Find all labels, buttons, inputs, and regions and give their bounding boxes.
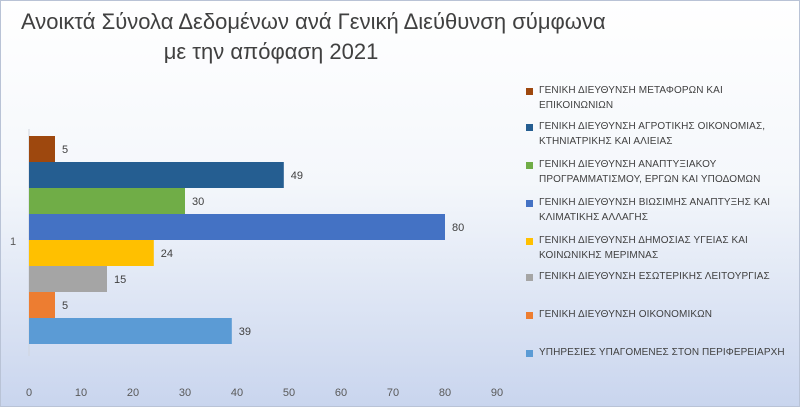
bar	[29, 136, 55, 162]
legend-swatch	[526, 162, 533, 169]
bar	[29, 292, 55, 318]
legend-item: ΓΕΝΙΚΗ ΔΙΕΥΘΥΝΣΗ ΟΙΚΟΝΟΜΙΚΩΝ	[526, 307, 791, 322]
bar	[29, 266, 107, 292]
x-tick-label: 40	[231, 387, 243, 399]
legend-label: ΓΕΝΙΚΗ ΔΙΕΥΘΥΝΣΗ ΒΙΩΣΙΜΗΣ ΑΝΑΠΤΥΞΗΣ ΚΑΙ …	[539, 197, 771, 223]
bar-data-label: 80	[452, 222, 464, 234]
chart-title-line-1: Ανοικτά Σύνολα Δεδομένων ανά Γενική Διεύ…	[21, 9, 606, 34]
x-tick-label: 10	[75, 387, 87, 399]
legend-swatch	[526, 350, 533, 357]
legend-label: ΓΕΝΙΚΗ ΔΙΕΥΘΥΝΣΗ ΜΕΤΑΦΟΡΩΝ ΚΑΙ ΕΠΙΚΟΙΝΩΝ…	[539, 85, 723, 111]
x-tick-label: 90	[491, 387, 503, 399]
legend-swatch	[526, 312, 533, 319]
x-tick-label: 60	[335, 387, 347, 399]
bar-data-label: 15	[114, 274, 126, 286]
bar	[29, 240, 154, 266]
bar	[29, 162, 284, 188]
legend-label: ΓΕΝΙΚΗ ΔΙΕΥΘΥΝΣΗ ΟΙΚΟΝΟΜΙΚΩΝ	[539, 309, 713, 320]
x-tick-label: 70	[387, 387, 399, 399]
legend-swatch	[526, 274, 533, 281]
legend-label: ΓΕΝΙΚΗ ΔΙΕΥΘΥΝΣΗ ΑΝΑΠΤΥΞΙΑΚΟΥ ΠΡΟΓΡΑΜΜΑΤ…	[539, 159, 761, 185]
x-tick-label: 50	[283, 387, 295, 399]
legend-swatch	[526, 238, 533, 245]
legend-label: ΓΕΝΙΚΗ ΔΙΕΥΘΥΝΣΗ ΕΣΩΤΕΡΙΚΗΣ ΛΕΙΤΟΥΡΓΙΑΣ	[539, 271, 770, 282]
category-label: 1	[10, 236, 16, 248]
legend-item: ΓΕΝΙΚΗ ΔΙΕΥΘΥΝΣΗ ΕΣΩΤΕΡΙΚΗΣ ΛΕΙΤΟΥΡΓΙΑΣ	[526, 269, 791, 284]
bar-data-label: 49	[291, 170, 303, 182]
chart-title: Ανοικτά Σύνολα Δεδομένων ανά Γενική Διεύ…	[21, 7, 606, 67]
bar-data-label: 5	[62, 144, 68, 156]
legend-item: ΥΠΗΡΕΣΙΕΣ ΥΠΑΓΟΜΕΝΕΣ ΣΤΟΝ ΠΕΡΙΦΕΡΕΙΑΡΧΗ	[526, 345, 791, 360]
legend-item: ΓΕΝΙΚΗ ΔΙΕΥΘΥΝΣΗ ΔΗΜΟΣΙΑΣ ΥΓΕΙΑΣ ΚΑΙ ΚΟΙ…	[526, 233, 791, 263]
legend-item: ΓΕΝΙΚΗ ΔΙΕΥΘΥΝΣΗ ΑΓΡΟΤΙΚΗΣ ΟΙΚΟΝΟΜΙΑΣ, Κ…	[526, 119, 791, 149]
bar-data-label: 30	[192, 196, 204, 208]
x-tick-label: 80	[439, 387, 451, 399]
legend-item: ΓΕΝΙΚΗ ΔΙΕΥΘΥΝΣΗ ΑΝΑΠΤΥΞΙΑΚΟΥ ΠΡΟΓΡΑΜΜΑΤ…	[526, 157, 791, 187]
x-tick-label: 20	[127, 387, 139, 399]
bar	[29, 318, 232, 344]
legend-label: ΥΠΗΡΕΣΙΕΣ ΥΠΑΓΟΜΕΝΕΣ ΣΤΟΝ ΠΕΡΙΦΕΡΕΙΑΡΧΗ	[539, 347, 785, 358]
x-tick-label: 30	[179, 387, 191, 399]
legend-label: ΓΕΝΙΚΗ ΔΙΕΥΘΥΝΣΗ ΑΓΡΟΤΙΚΗΣ ΟΙΚΟΝΟΜΙΑΣ, Κ…	[539, 121, 766, 147]
legend-swatch	[526, 200, 533, 207]
legend-item: ΓΕΝΙΚΗ ΔΙΕΥΘΥΝΣΗ ΒΙΩΣΙΜΗΣ ΑΝΑΠΤΥΞΗΣ ΚΑΙ …	[526, 195, 791, 225]
bar-data-label: 5	[62, 300, 68, 312]
legend-label: ΓΕΝΙΚΗ ΔΙΕΥΘΥΝΣΗ ΔΗΜΟΣΙΑΣ ΥΓΕΙΑΣ ΚΑΙ ΚΟΙ…	[539, 235, 748, 261]
bar	[29, 188, 185, 214]
bar-data-label: 39	[239, 326, 251, 338]
bar-data-label: 24	[161, 248, 173, 260]
legend-item: ΓΕΝΙΚΗ ΔΙΕΥΘΥΝΣΗ ΜΕΤΑΦΟΡΩΝ ΚΑΙ ΕΠΙΚΟΙΝΩΝ…	[526, 83, 791, 113]
x-tick-label: 0	[26, 387, 32, 399]
bar	[29, 214, 445, 240]
chart-title-line-2: με την απόφαση 2021	[163, 39, 379, 64]
legend-swatch	[526, 88, 533, 95]
legend-swatch	[526, 124, 533, 131]
